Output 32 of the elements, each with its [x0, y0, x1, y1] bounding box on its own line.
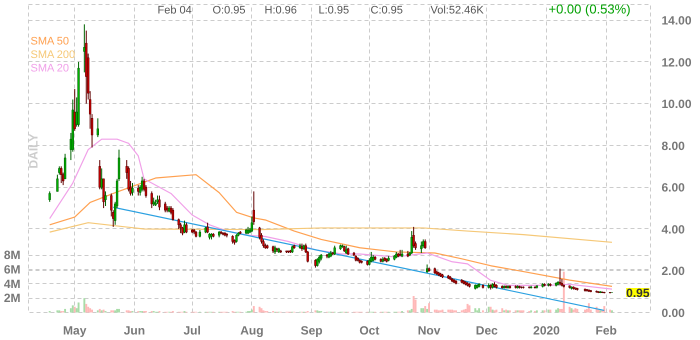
y2-tick-label: 8M [4, 248, 21, 262]
y-tick-label: 10.00 [662, 97, 692, 112]
x-tick-label: 2020 [533, 324, 560, 338]
y-tick-label: 6.00 [662, 180, 686, 195]
x-tick-label: Feb [596, 324, 617, 338]
y-tick-label: 14.00 [662, 14, 692, 28]
y-tick-label: 0.00 [662, 306, 686, 320]
annotation: Feb 04 [158, 4, 192, 16]
y-tick-label: 4.00 [662, 222, 686, 236]
x-tick-label: Oct [359, 324, 380, 338]
x-tick-label: Aug [240, 324, 264, 338]
text: SMA 50 [30, 36, 70, 48]
x-tick-label: Jul [184, 324, 201, 338]
annotation: Vol:52.46K [430, 4, 484, 16]
y2-tick-label: 4M [4, 276, 21, 291]
annotation: O:0.95 [212, 4, 246, 16]
y2-tick-label: 6M [4, 262, 21, 277]
y2-tick-label: 2M [4, 291, 21, 306]
annotation: C:0.95 [370, 4, 403, 16]
x-tick-label: May [63, 324, 87, 338]
text: SMA 200 [30, 49, 76, 61]
y-tick-label: 8.00 [662, 138, 686, 153]
x-tick-label: Nov [418, 324, 441, 338]
annotation: L:0.95 [318, 4, 350, 16]
x-tick-label: Sep [300, 324, 323, 338]
y-tick-label: 2.00 [662, 264, 686, 278]
x-tick-label: Dec [476, 324, 498, 338]
annotation: H:0.96 [264, 4, 297, 16]
y-tick-label: 12.00 [662, 55, 692, 70]
annotation: 0.95 [626, 286, 650, 300]
x-tick-label: Jun [124, 324, 146, 338]
text: SMA 20 [30, 62, 70, 74]
